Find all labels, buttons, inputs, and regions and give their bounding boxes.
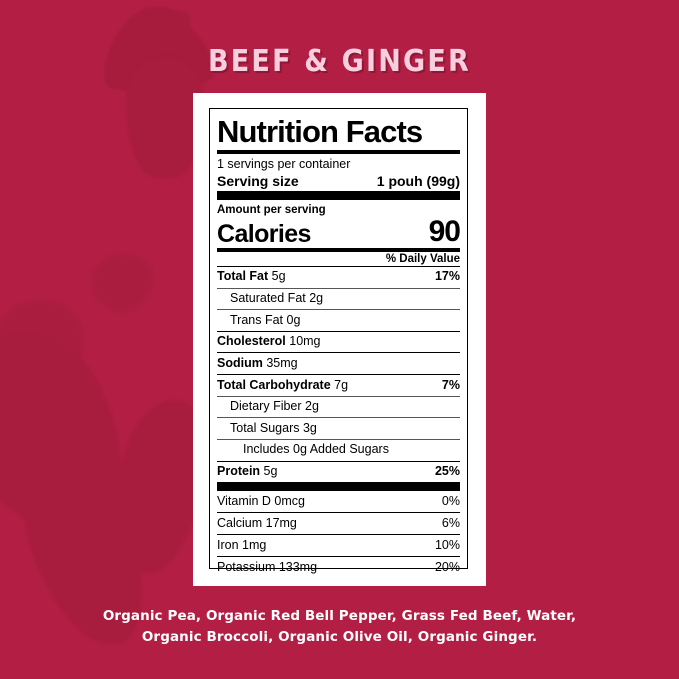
vitamin-row: Potassium 133mg 20% xyxy=(217,557,460,578)
servings-per-container: 1 servings per container xyxy=(217,157,351,172)
amount-per-serving-label: Amount per serving xyxy=(217,203,326,216)
vitamin-divider xyxy=(217,534,460,536)
nutrient-row: Protein 5g 25% xyxy=(217,462,460,483)
nutrient-name: Total Carbohydrate 7g xyxy=(217,377,349,392)
product-title: BEEF & GINGER xyxy=(208,44,471,79)
vitamin-daily-value: 20% xyxy=(434,560,460,575)
nutrient-row: Cholesterol 10mg xyxy=(217,332,460,353)
divider-under-heading xyxy=(217,150,460,155)
nutrient-name: Cholesterol 10mg xyxy=(217,334,321,349)
ingredients-text: Organic Pea, Organic Red Bell Pepper, Gr… xyxy=(102,608,577,645)
nutrient-name: Saturated Fat 2g xyxy=(230,291,324,306)
nutrient-name: Dietary Fiber 2g xyxy=(230,399,319,414)
vitamin-daily-value: 6% xyxy=(441,516,460,531)
nutrient-row: Trans Fat 0g xyxy=(217,310,460,331)
nutrient-divider xyxy=(217,395,460,397)
nutrient-name: Total Sugars 3g xyxy=(230,420,317,435)
nutrient-divider xyxy=(217,287,460,289)
nutrient-divider xyxy=(217,265,460,267)
vitamin-list: Vitamin D 0mcg 0% Calcium 17mg 6% Iron 1mg 10… xyxy=(217,491,460,578)
nutrient-list: Total Fat 5g 17% Saturated Fat 2g Trans Fat… xyxy=(217,265,460,483)
nutrient-name: Trans Fat 0g xyxy=(230,312,301,327)
daily-value-header: % Daily Value xyxy=(385,252,460,265)
nutrient-row: Total Fat 5g 17% xyxy=(217,267,460,288)
calories-row: Calories 90 xyxy=(217,214,461,248)
nutrient-row: Total Sugars 3g xyxy=(217,418,460,439)
nutrient-daily-value: 7% xyxy=(441,377,460,392)
serving-size-row: Serving size 1 pouh (99g) xyxy=(217,173,460,191)
nutrient-row: Sodium 35mg xyxy=(217,353,460,374)
vitamin-row: Iron 1mg 10% xyxy=(217,535,460,556)
ginger-sprout-silhouette xyxy=(81,241,163,323)
nutrition-facts-label: Nutrition Facts 1 servings per container… xyxy=(209,108,468,574)
vitamin-name: Iron 1mg xyxy=(217,538,267,553)
vitamin-daily-value: 10% xyxy=(434,538,460,553)
vitamin-name: Potassium 133mg xyxy=(217,560,318,575)
nutrient-divider xyxy=(217,352,460,354)
serving-size-value: 1 pouh (99g) xyxy=(376,172,460,189)
nutrient-row: Total Carbohydrate 7g 7% xyxy=(217,375,460,396)
calories-value: 90 xyxy=(428,214,461,248)
vitamin-row: Calcium 17mg 6% xyxy=(217,513,460,534)
nutrient-divider xyxy=(217,330,460,332)
vitamin-divider xyxy=(217,556,460,558)
nutrient-divider xyxy=(217,438,460,440)
nutrition-facts-heading: Nutrition Facts xyxy=(217,114,423,149)
divider-under-protein xyxy=(217,482,460,492)
ginger-root-silhouette xyxy=(0,307,155,563)
nutrient-row: Saturated Fat 2g xyxy=(217,289,460,310)
serving-size-label: Serving size xyxy=(217,172,299,189)
divider-thick-top xyxy=(217,190,460,200)
nutrient-name: Total Fat 5g xyxy=(217,269,286,284)
calories-label: Calories xyxy=(217,219,311,248)
nutrient-name: Protein 5g xyxy=(217,464,278,479)
nutrient-divider xyxy=(217,374,460,376)
vitamin-daily-value: 0% xyxy=(441,494,460,509)
vitamin-name: Vitamin D 0mcg xyxy=(217,494,305,509)
nutrient-row: Includes 0g Added Sugars xyxy=(217,440,460,461)
vitamin-divider xyxy=(217,512,460,514)
nutrient-name: Includes 0g Added Sugars xyxy=(243,442,389,457)
nutrition-panel: Nutrition Facts 1 servings per container… xyxy=(193,93,486,586)
nutrient-divider xyxy=(217,417,460,419)
divider-under-calories xyxy=(217,247,460,252)
vitamin-row: Vitamin D 0mcg 0% xyxy=(217,491,460,512)
ginger-knob-silhouette xyxy=(0,286,98,400)
nutrient-divider xyxy=(217,309,460,311)
nutrient-name: Sodium 35mg xyxy=(217,355,298,370)
nutrient-daily-value: 17% xyxy=(434,269,460,284)
nutrient-row: Dietary Fiber 2g xyxy=(217,397,460,418)
nutrient-daily-value: 25% xyxy=(434,464,460,479)
nutrient-divider xyxy=(217,460,460,462)
vitamin-name: Calcium 17mg xyxy=(217,516,297,531)
